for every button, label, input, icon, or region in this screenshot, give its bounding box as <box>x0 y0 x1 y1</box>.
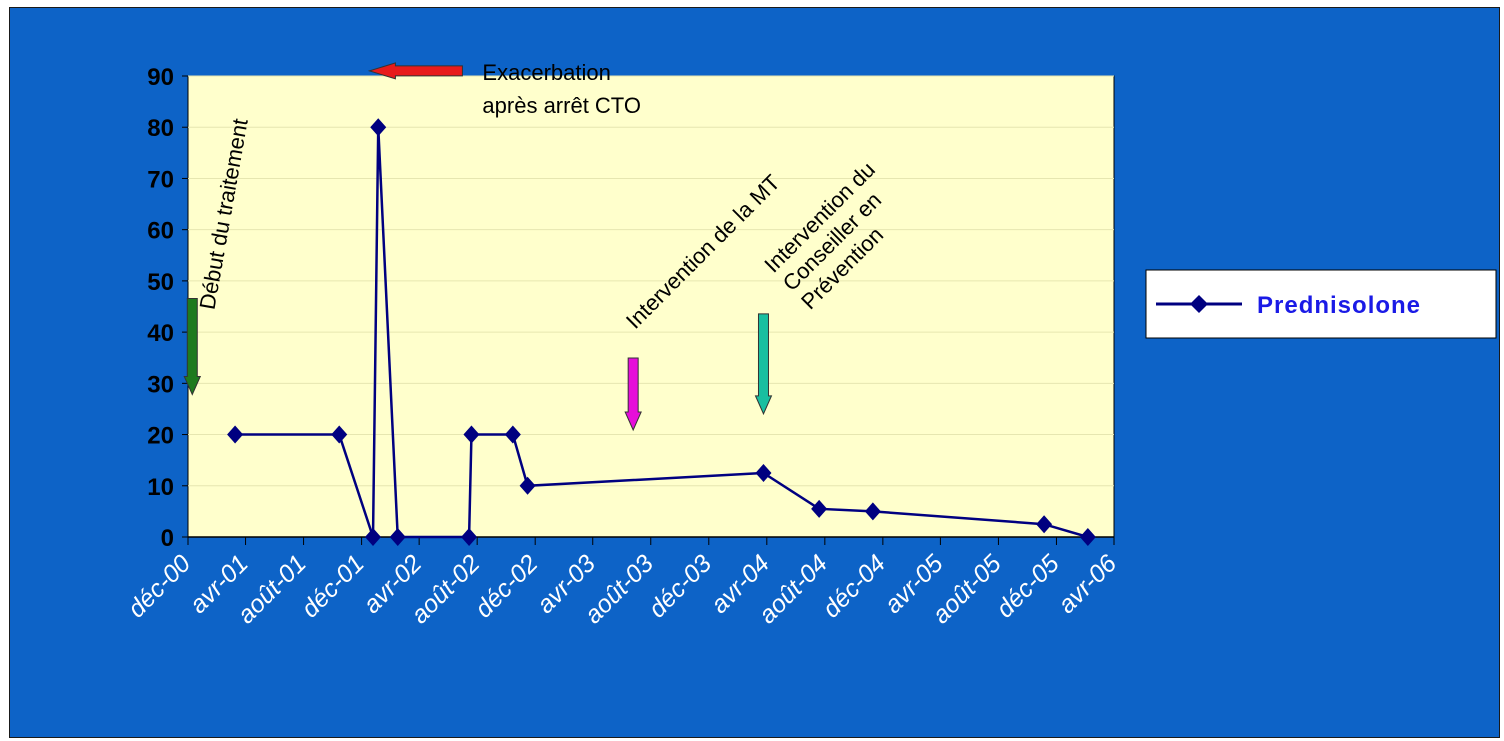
data-point-diamond <box>1079 528 1096 546</box>
arrow-down-icon <box>754 313 773 416</box>
y-tick-label: 20 <box>147 423 174 450</box>
x-tick-label: déc-00 <box>122 549 196 623</box>
x-tick-label: avr-06 <box>1053 549 1123 619</box>
y-tick-label: 80 <box>147 115 174 142</box>
y-tick-label: 40 <box>147 320 174 347</box>
plot-area <box>187 75 1115 538</box>
arrow-left-icon <box>367 62 463 80</box>
series-prednisolone <box>227 118 1096 546</box>
x-tick-label: déc-01 <box>296 549 370 623</box>
data-point-diamond <box>365 528 382 546</box>
data-point-diamond <box>811 499 828 518</box>
y-tick-label: 90 <box>147 64 174 91</box>
x-tick-labels: déc-00avr-01août-01déc-01avr-02août-02dé… <box>122 549 1122 629</box>
y-tick-label: 60 <box>147 218 174 245</box>
x-tick-label: déc-05 <box>991 549 1065 623</box>
data-point-diamond <box>389 528 406 546</box>
line-chart: 0 10 20 30 40 50 60 70 80 90 déc-00avr-01août-01d… <box>122 60 1497 629</box>
data-point-diamond <box>370 118 387 137</box>
data-point-diamond <box>463 425 480 444</box>
x-tick-label: déc-04 <box>817 549 891 623</box>
axes <box>182 75 1115 545</box>
arrow-down-icon <box>624 357 642 432</box>
arrow-down-icon <box>183 298 202 396</box>
legend: Prednisolone <box>1145 269 1497 339</box>
y-tick-label: 0 <box>161 525 174 552</box>
y-tick-labels: 0 10 20 30 40 50 60 70 80 90 <box>147 64 174 552</box>
data-point-diamond <box>519 476 536 495</box>
x-tick-label: déc-02 <box>470 549 544 623</box>
legend-label: Prednisolone <box>1257 292 1421 319</box>
series-line <box>235 127 1089 539</box>
data-point-diamond <box>331 425 348 444</box>
data-point-diamond <box>864 502 881 521</box>
annotation-exacerbation: Exacerbation après arrêt CTO <box>482 60 641 118</box>
y-tick-label: 30 <box>147 371 174 398</box>
y-tick-label: 10 <box>147 474 174 501</box>
data-point-diamond <box>755 463 772 482</box>
data-point-diamond <box>1036 515 1053 534</box>
data-point-diamond <box>461 528 478 546</box>
legend-marker-diamond <box>1190 295 1208 313</box>
y-tick-label: 70 <box>147 166 174 193</box>
chart-frame: 0 10 20 30 40 50 60 70 80 90 déc-00 avr-01 août-01 d… <box>9 7 1500 738</box>
x-tick-label: déc-03 <box>643 549 717 623</box>
data-point-diamond <box>227 425 244 444</box>
annotation-exacerbation-line: après arrêt CTO <box>482 93 641 118</box>
annotation-exacerbation-line: Exacerbation <box>482 60 610 85</box>
data-point-diamond <box>504 425 521 444</box>
y-tick-label: 50 <box>147 269 174 296</box>
